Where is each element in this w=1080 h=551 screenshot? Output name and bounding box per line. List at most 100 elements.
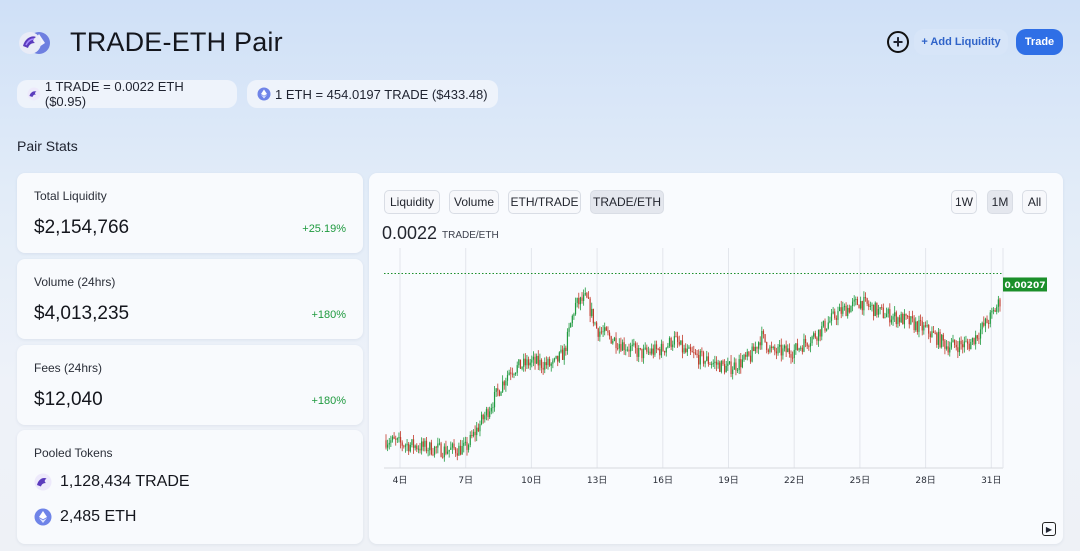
tab-volume[interactable]: Volume xyxy=(449,190,499,214)
candle-body xyxy=(492,407,494,409)
tab-eth-trade[interactable]: ETH/TRADE xyxy=(508,190,581,214)
candle-body xyxy=(662,343,664,352)
candle-body xyxy=(785,345,787,353)
candle-body xyxy=(740,359,742,368)
candle-body xyxy=(399,437,402,443)
candle-body xyxy=(455,448,457,454)
candle-body xyxy=(712,362,714,365)
candle-body xyxy=(756,346,758,349)
candle-body xyxy=(618,344,620,349)
stat-change: +180% xyxy=(311,309,346,321)
candle-body xyxy=(819,329,821,337)
candle-body xyxy=(573,314,575,316)
candle-body xyxy=(850,306,852,313)
candle-body xyxy=(484,415,486,420)
candle-body xyxy=(505,380,507,386)
candle-body xyxy=(644,347,646,349)
candle-body xyxy=(994,310,996,312)
x-tick-label: 4日 xyxy=(393,475,408,486)
candle-body xyxy=(774,346,776,352)
candle-body xyxy=(468,444,470,450)
candlestick-chart[interactable]: 4日 7日 10日 13日 16日 19日 22日 25日 28日 31日 0.00207 xyxy=(369,173,1063,544)
candle-body xyxy=(385,440,387,448)
candle-body xyxy=(916,321,918,332)
candle-body xyxy=(680,340,682,345)
candle-body xyxy=(513,374,515,375)
candle-body xyxy=(578,297,580,305)
candle-body xyxy=(412,439,415,448)
candle-body xyxy=(406,443,408,446)
candle-body xyxy=(769,346,771,352)
candle-body xyxy=(537,355,539,366)
candle-body xyxy=(489,411,491,418)
candle-body xyxy=(736,369,739,371)
add-liquidity-button[interactable]: + Add Liquidity xyxy=(914,29,1008,55)
candle-body xyxy=(416,445,418,450)
candle-body xyxy=(466,441,468,450)
candle-body xyxy=(861,301,863,311)
candle-body xyxy=(879,307,881,309)
trade-token-icon xyxy=(27,87,41,101)
candle-body xyxy=(641,348,643,359)
candle-body xyxy=(664,351,666,353)
candle-body xyxy=(779,344,781,347)
candle-body xyxy=(868,303,870,307)
range-1w-button[interactable]: 1W xyxy=(951,190,977,214)
candle-body xyxy=(782,348,784,356)
candle-body xyxy=(978,338,980,340)
candle-body xyxy=(448,449,450,452)
candle-body xyxy=(518,359,520,366)
range-1m-button[interactable]: 1M xyxy=(987,190,1013,214)
candle-body xyxy=(633,343,635,345)
candle-body xyxy=(984,318,986,326)
candle-body xyxy=(826,328,828,331)
current-price: 0.0022 xyxy=(382,223,438,243)
candle-body xyxy=(427,450,429,452)
candle-body xyxy=(837,311,839,320)
pooled-trade-row: 1,128,434 TRADE xyxy=(34,473,190,491)
candle-body xyxy=(446,451,449,454)
play-icon[interactable]: ▶ xyxy=(1042,522,1056,536)
candle-body xyxy=(696,353,698,355)
x-tick-label: 19日 xyxy=(718,475,738,486)
tab-liquidity[interactable]: Liquidity xyxy=(384,190,440,214)
candle-body xyxy=(647,351,650,353)
candle-body xyxy=(855,299,857,300)
x-tick-label: 16日 xyxy=(653,475,673,486)
candle-body xyxy=(839,307,841,312)
candle-body xyxy=(432,454,434,456)
candle-body xyxy=(749,355,752,362)
candle-body xyxy=(842,307,844,314)
candle-body xyxy=(638,348,640,357)
candle-body xyxy=(607,330,609,333)
candle-body xyxy=(934,332,936,334)
trade-button[interactable]: Trade xyxy=(1016,29,1063,55)
candle-body xyxy=(860,301,862,309)
candle-body xyxy=(968,343,970,350)
plus-circle-icon[interactable]: + xyxy=(887,31,909,53)
candle-body xyxy=(758,342,760,349)
candle-body xyxy=(668,338,671,346)
candle-body xyxy=(566,331,569,351)
candle-body xyxy=(445,446,447,454)
candle-body xyxy=(667,345,669,348)
candle-body xyxy=(642,348,645,359)
tab-trade-eth[interactable]: TRADE/ETH xyxy=(590,190,664,214)
candle-body xyxy=(620,344,622,351)
candle-body xyxy=(493,391,496,408)
candle-body xyxy=(694,352,697,354)
candle-body xyxy=(973,337,975,345)
candle-body xyxy=(649,351,651,354)
candle-body xyxy=(532,356,535,360)
candle-body xyxy=(720,360,722,372)
range-all-button[interactable]: All xyxy=(1022,190,1047,214)
candle-body xyxy=(911,316,914,319)
x-tick-label: 31日 xyxy=(981,475,1001,486)
eth-trade-rate-chip: 1 ETH = 454.0197 TRADE ($433.48) xyxy=(247,80,498,108)
candle-body xyxy=(495,388,497,392)
candle-body xyxy=(594,322,596,324)
candle-body xyxy=(506,375,509,381)
candle-body xyxy=(827,322,829,329)
candle-body xyxy=(795,343,797,350)
candle-body xyxy=(396,438,398,440)
